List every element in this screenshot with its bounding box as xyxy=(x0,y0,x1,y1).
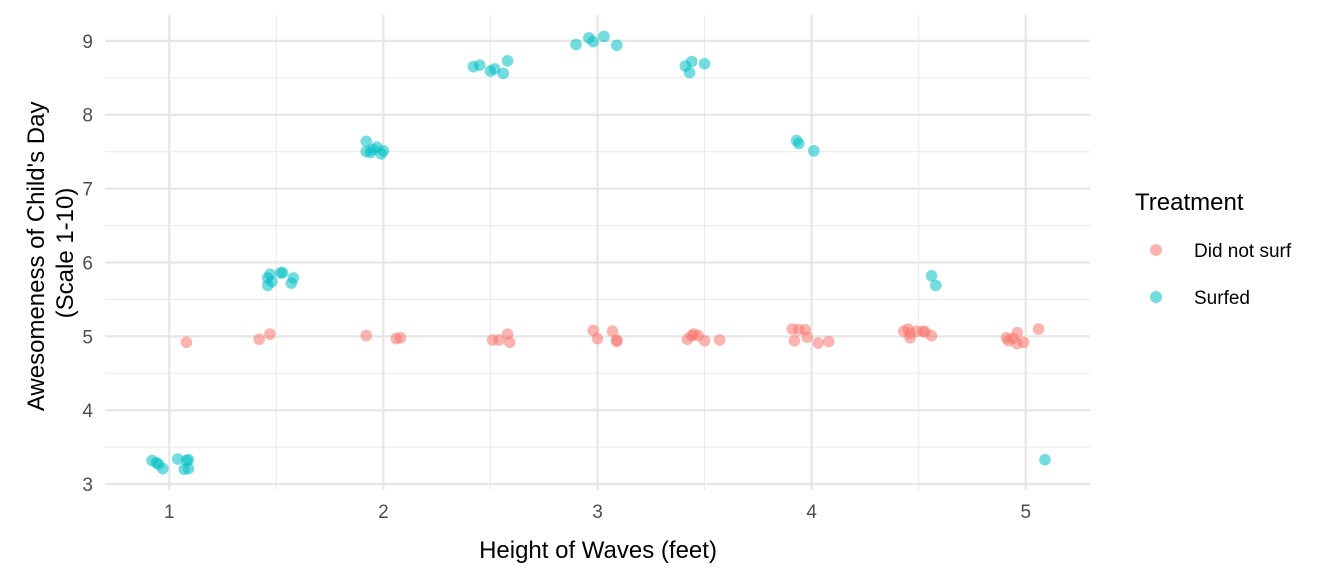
data-point-surfed xyxy=(157,462,169,475)
data-point-surfed xyxy=(925,270,938,282)
legend-key-surfed xyxy=(1150,291,1162,303)
data-point-surfed xyxy=(182,462,195,475)
x-axis-title: Height of Waves (feet) xyxy=(479,537,717,564)
data-point-did-not-surf xyxy=(503,336,516,349)
data-point-did-not-surf xyxy=(493,334,505,346)
data-point-surfed xyxy=(808,145,820,157)
data-point-surfed xyxy=(698,58,711,70)
legend-key-did-not-surf xyxy=(1150,244,1162,256)
y-axis-title-line-2: (Scale 1-10) xyxy=(52,188,79,319)
data-point-surfed xyxy=(501,55,514,67)
y-tick-label: 3 xyxy=(82,475,93,496)
data-point-did-not-surf xyxy=(360,329,373,342)
legend-label-did-not-surf: Did not surf xyxy=(1194,241,1292,262)
y-tick-label: 5 xyxy=(82,327,93,348)
data-point-did-not-surf xyxy=(1011,326,1023,339)
data-point-surfed xyxy=(685,55,698,68)
data-point-did-not-surf xyxy=(591,332,604,345)
data-point-surfed xyxy=(497,67,510,80)
data-point-surfed xyxy=(172,453,184,465)
data-point-did-not-surf xyxy=(925,329,938,342)
x-tick-label: 2 xyxy=(378,502,389,523)
data-point-did-not-surf xyxy=(394,332,407,344)
data-point-did-not-surf xyxy=(788,335,801,347)
data-point-did-not-surf xyxy=(801,331,814,343)
data-points xyxy=(146,30,1051,476)
x-tick-label: 5 xyxy=(1020,502,1031,523)
data-point-surfed xyxy=(793,137,805,150)
data-point-surfed xyxy=(611,39,623,52)
data-point-surfed xyxy=(570,38,582,51)
data-point-did-not-surf xyxy=(713,334,726,346)
data-point-surfed xyxy=(587,35,599,48)
data-point-surfed xyxy=(930,279,942,292)
data-point-surfed xyxy=(683,66,696,79)
data-point-did-not-surf xyxy=(1017,336,1030,349)
data-point-surfed xyxy=(266,275,278,288)
data-point-did-not-surf xyxy=(812,337,824,349)
y-tick-label: 7 xyxy=(82,180,93,201)
legend-title: Treatment xyxy=(1135,189,1244,216)
axis-labels: 1 2 3 4 5 3 4 5 6 7 8 9 xyxy=(82,32,1031,523)
data-point-did-not-surf xyxy=(180,336,193,349)
data-point-did-not-surf xyxy=(1032,323,1045,335)
y-tick-label: 6 xyxy=(82,253,93,274)
y-tick-label: 8 xyxy=(82,106,93,127)
legend: Treatment Did not surf Surfed xyxy=(1135,189,1292,309)
data-point-surfed xyxy=(377,145,390,157)
legend-label-surfed: Surfed xyxy=(1194,288,1250,309)
data-point-surfed xyxy=(360,135,373,148)
data-point-surfed xyxy=(287,272,300,284)
data-point-did-not-surf xyxy=(253,333,265,346)
data-point-did-not-surf xyxy=(698,335,711,347)
y-axis-title-line-1: Awesomeness of Child's Day xyxy=(23,102,50,412)
y-axis-title: Awesomeness of Child's Day (Scale 1-10) xyxy=(23,95,79,411)
x-tick-label: 1 xyxy=(164,502,175,523)
data-point-did-not-surf xyxy=(264,328,276,340)
y-tick-label: 9 xyxy=(82,32,93,53)
data-point-surfed xyxy=(182,453,195,466)
data-point-surfed xyxy=(276,267,289,279)
data-point-did-not-surf xyxy=(823,335,835,348)
x-tick-label: 3 xyxy=(592,502,603,523)
y-tick-label: 4 xyxy=(82,401,93,422)
data-point-surfed xyxy=(598,30,610,43)
data-point-did-not-surf xyxy=(611,334,623,346)
data-point-surfed xyxy=(488,63,501,75)
data-point-surfed xyxy=(473,59,486,71)
data-point-surfed xyxy=(1039,453,1051,466)
x-tick-label: 4 xyxy=(806,502,817,523)
data-point-did-not-surf xyxy=(606,325,619,338)
